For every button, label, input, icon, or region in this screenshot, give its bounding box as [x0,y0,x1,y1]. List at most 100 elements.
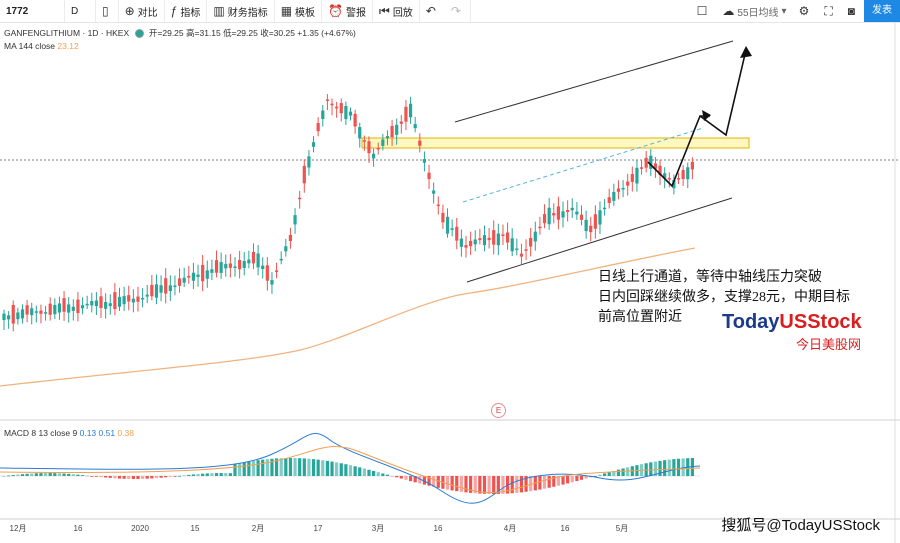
chevron-down-icon: ▾ [781,5,787,17]
candle-body [210,269,214,273]
ma-select[interactable]: ☁ 55日均线 ▾ [716,0,792,22]
candle-style-button[interactable]: ▯ [96,0,119,22]
candle-body [164,278,168,294]
macd-bar [579,476,584,480]
candle-body [667,178,671,180]
candle-body [191,272,196,281]
candle-body [432,190,436,194]
candle-body [270,280,274,285]
macd-bar [177,475,182,477]
time-axis-label: 3月 [372,524,384,533]
candle-body [34,311,38,313]
macd-bar [99,476,103,478]
candle-body [348,111,353,116]
candle-body [136,296,140,302]
macd-bar [284,458,288,476]
compare-button[interactable]: ⊕ 对比 [119,0,165,22]
candle-body [321,110,325,120]
candle-body [48,303,52,315]
channel-lower-line [466,197,733,283]
templates-button[interactable]: ▦ 模板 [275,0,323,22]
indicators-button[interactable]: ƒ 指标 [165,0,208,22]
macd-bar [390,476,394,477]
alert-button[interactable]: ⏰ 警报 [322,0,373,22]
macd-bar [478,476,482,494]
macd-bar [566,476,570,484]
candle-body [612,191,616,201]
candle-body [113,292,117,310]
macd-bar [164,476,168,478]
candle-body [71,306,75,311]
macd-bar [191,474,196,476]
macd-bar [404,476,408,480]
macd-bar [459,476,463,492]
macd-bar [653,461,658,476]
snapshot-button[interactable]: ◙ [842,0,864,22]
grid-icon: ▦ [280,4,293,18]
macd-bar [399,476,403,479]
symbol-field[interactable]: 1772 [0,0,65,22]
macd-bar [603,473,607,476]
candle-body [154,284,159,298]
interval-button[interactable]: D [65,0,96,22]
macd-bar [214,473,219,476]
macd-bar [159,476,163,478]
candle-body [104,301,108,309]
indicators-label: 指标 [180,7,201,19]
settings-button[interactable]: ⚙ [793,0,819,22]
candle-body [556,206,560,220]
macd-bar [251,460,256,476]
macd-bar [247,461,251,476]
macd-value: 0.13 [79,428,97,438]
replay-icon: ⏮ [379,3,390,18]
publish-button[interactable]: 发表 [864,0,900,22]
macd-bar [501,476,505,494]
candle-body [127,295,131,302]
candle-body [686,167,690,180]
candle-body [381,139,385,146]
candle-body [205,270,209,279]
projection-arrow-2 [699,49,747,137]
macd-bar [353,466,357,476]
candle-body [455,226,459,241]
macd-bar [136,476,140,479]
macd-bar [57,473,62,476]
signal-line [0,446,701,494]
candle-body [362,140,366,142]
macd-bar [219,473,223,476]
candle-body [2,313,6,320]
macd-bar [90,476,94,477]
macd-bar [381,473,385,476]
macd-bar [201,473,205,476]
candle-body [62,298,66,312]
financials-button[interactable]: ▥ 财务指标 [207,0,275,22]
macd-bar [510,476,514,494]
analysis-note: 日线上行通道，等待中轴线压力突破 日内回踩继续做多，支撑28元，中期目标 前高位… [598,268,850,328]
replay-button[interactable]: ⏮ 回放 [373,0,420,22]
macd-bar [224,473,228,476]
layout-button[interactable]: ☐ [691,0,717,22]
channel-upper-line [454,40,734,123]
macd-bar [25,473,29,476]
undo-button[interactable]: ↶ [420,0,445,22]
candle-body [187,275,191,278]
candle-body [459,238,463,247]
macd-bar [187,474,191,476]
macd-bar [293,458,297,476]
events-button[interactable]: E [491,403,506,418]
candle-body [418,140,422,146]
macd-bar [205,473,209,476]
candle-body [173,285,177,288]
price-chart[interactable]: 12月 16 2020 15 2月 17 3月 16 4月 16 5月 [0,22,900,543]
candle-body [293,215,297,225]
fullscreen-button[interactable]: ⛶ [818,0,841,22]
macd-bar [173,476,177,477]
macd-bar [672,459,676,476]
candle-body [261,265,265,270]
candle-body [464,245,468,248]
macd-bar [473,476,477,494]
candle-body [584,219,588,232]
candle-body [690,161,694,170]
macd-bar [552,476,556,487]
redo-button[interactable]: ↷ [445,0,471,22]
